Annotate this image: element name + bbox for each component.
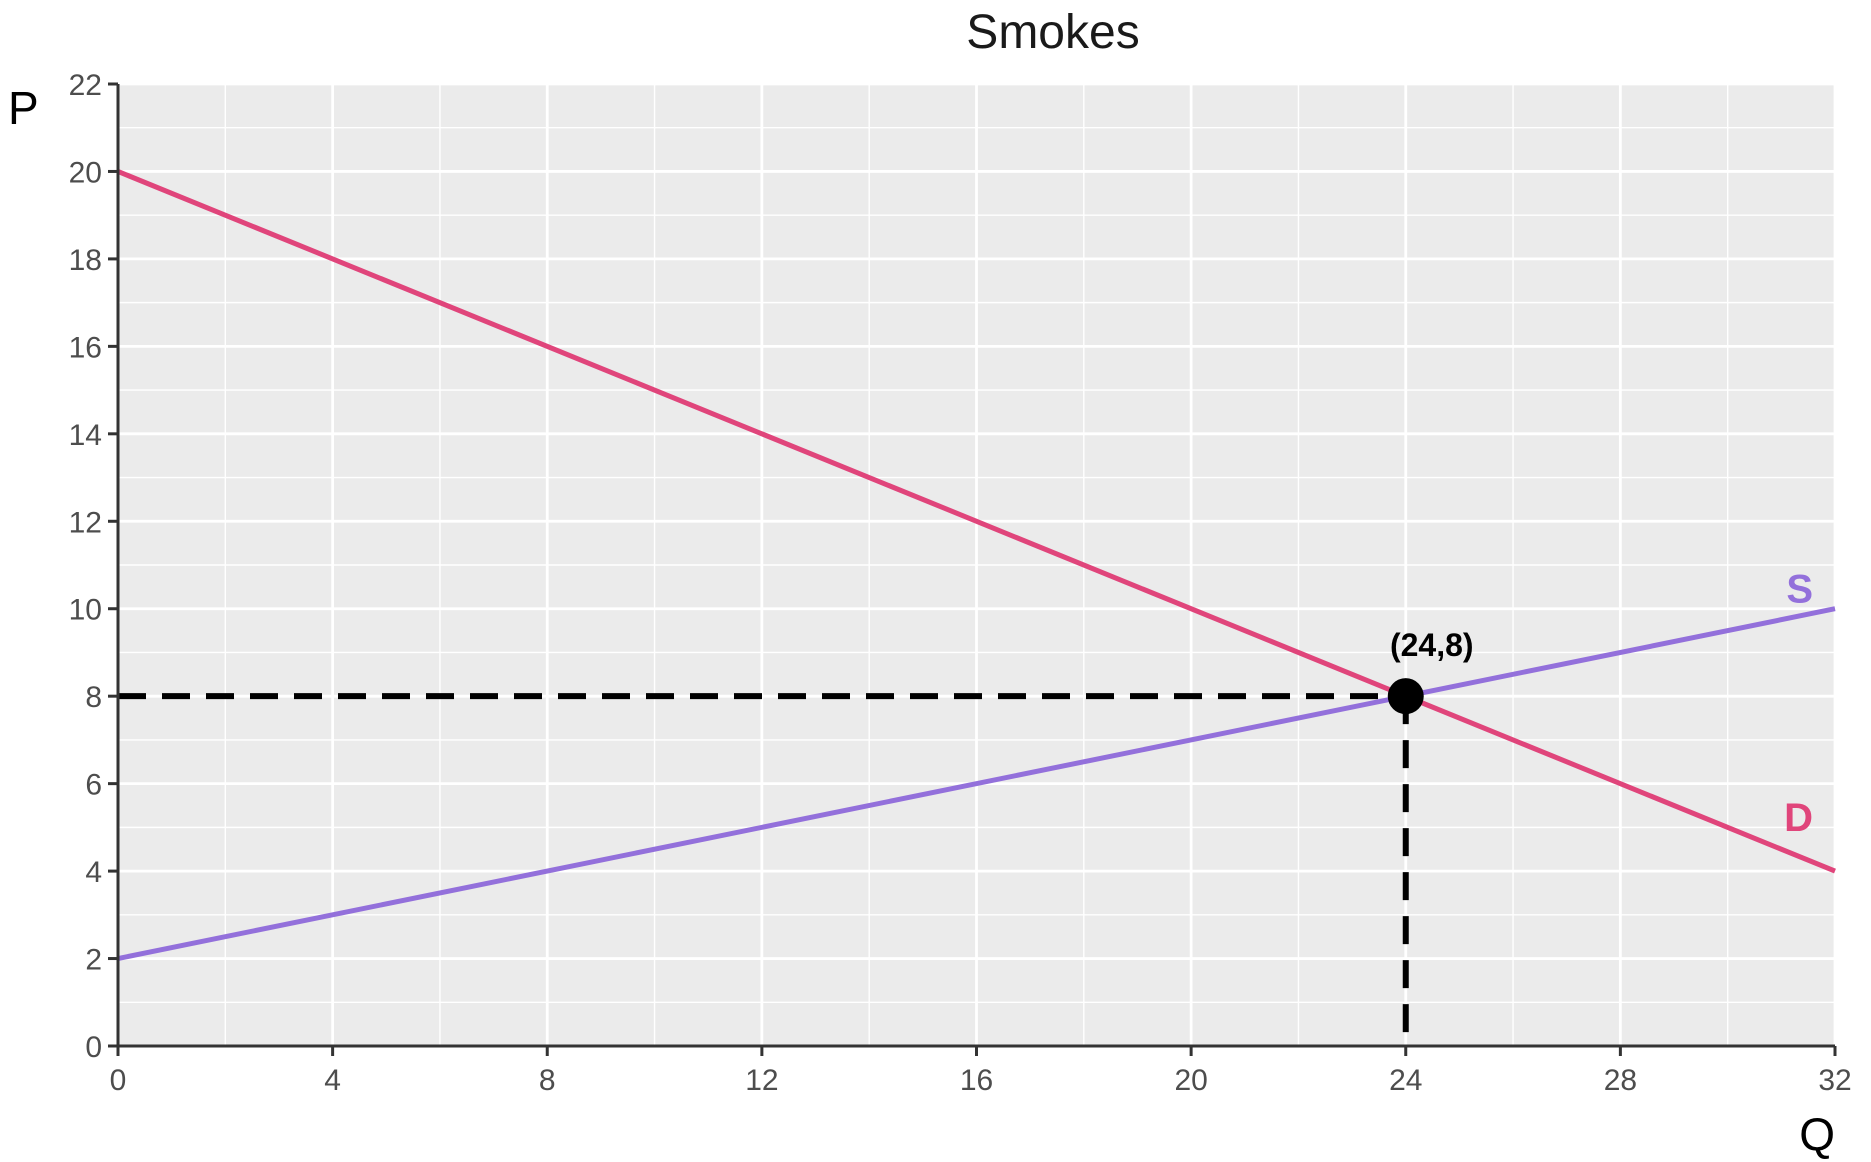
labels: Smokes P Q (24,8) — [8, 6, 1835, 1160]
x-tick-label: 32 — [1818, 1064, 1851, 1097]
y-tick-label: 20 — [69, 156, 102, 189]
y-tick-label: 8 — [85, 681, 102, 714]
y-tick-label: 0 — [85, 1031, 102, 1064]
y-tick-label: 14 — [69, 419, 102, 452]
y-tick-label: 6 — [85, 769, 102, 802]
x-tick-label: 4 — [324, 1064, 341, 1097]
y-tick-label: 22 — [69, 69, 102, 102]
x-tick-label: 20 — [1174, 1064, 1207, 1097]
series-label-s: S — [1786, 568, 1813, 612]
x-tick-label: 16 — [960, 1064, 993, 1097]
y-tick-label: 10 — [69, 594, 102, 627]
series-line-d — [117, 169, 1836, 874]
y-tick-label: 16 — [69, 331, 102, 364]
y-tick-label: 4 — [85, 856, 102, 889]
equilibrium-point — [1387, 678, 1424, 715]
axes — [109, 84, 1835, 1055]
x-axis-label: Q — [1799, 1108, 1835, 1160]
equilibrium-guides — [118, 693, 1409, 1046]
y-tick-label: 2 — [85, 944, 102, 977]
x-tick-label: 8 — [539, 1064, 556, 1097]
chart-title: Smokes — [966, 6, 1139, 59]
series-lines: DS — [117, 169, 1836, 961]
series-label-d: D — [1784, 796, 1813, 840]
equilibrium-label: (24,8) — [1390, 627, 1474, 663]
y-axis-label: P — [8, 82, 39, 134]
x-tick-label: 24 — [1389, 1064, 1422, 1097]
series-line-s — [117, 606, 1836, 961]
x-tick-label: 28 — [1604, 1064, 1637, 1097]
x-tick-label: 0 — [110, 1064, 127, 1097]
x-tick-label: 12 — [745, 1064, 778, 1097]
y-tick-label: 18 — [69, 244, 102, 277]
y-tick-label: 12 — [69, 506, 102, 539]
